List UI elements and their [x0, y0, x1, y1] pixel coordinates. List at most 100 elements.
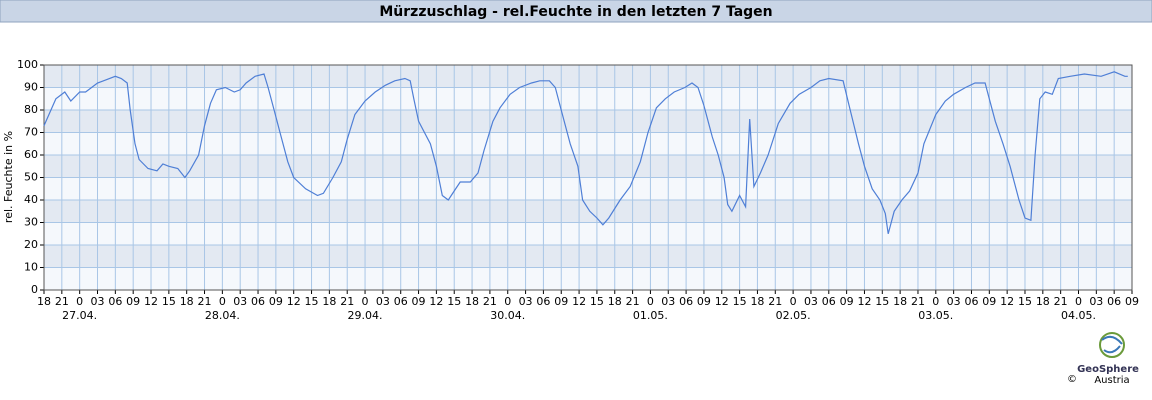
x-tick-label: 09	[269, 295, 283, 308]
y-tick-label: 60	[24, 148, 38, 161]
band	[44, 267, 1132, 290]
band	[44, 87, 1132, 110]
x-tick-label: 0	[76, 295, 83, 308]
data-line	[43, 71, 1128, 234]
band	[44, 155, 1132, 178]
band	[44, 222, 1132, 245]
x-tick-label: 18	[1036, 295, 1050, 308]
x-tick-label: 21	[340, 295, 354, 308]
logo-icon	[1101, 335, 1123, 354]
x-tick-label: 21	[626, 295, 640, 308]
x-tick-label: 15	[447, 295, 461, 308]
x-tick-label: 12	[572, 295, 586, 308]
x-tick-label: 18	[750, 295, 764, 308]
date-label: 27.04.	[62, 309, 97, 322]
x-tick-label: 03	[947, 295, 961, 308]
date-label: 02.05.	[776, 309, 811, 322]
x-tick-label: 18	[37, 295, 51, 308]
logo-icon	[1099, 332, 1125, 358]
x-tick-label: 15	[733, 295, 747, 308]
chart-title: Mürzzuschlag - rel.Feuchte in den letzte…	[379, 4, 772, 20]
x-tick-label: 15	[305, 295, 319, 308]
x-tick-label: 0	[790, 295, 797, 308]
logo: GeoSphere Austria ©	[1067, 332, 1139, 386]
y-tick-label: 10	[24, 261, 38, 274]
x-tick-label: 09	[554, 295, 568, 308]
y-tick-label: 30	[24, 216, 38, 229]
x-tick-label: 18	[180, 295, 194, 308]
x-tick-label: 21	[1054, 295, 1068, 308]
x-tick-label: 12	[715, 295, 729, 308]
x-tick-label: 06	[108, 295, 122, 308]
x-tick-label: 21	[911, 295, 925, 308]
x-tick-label: 06	[1107, 295, 1121, 308]
band	[44, 200, 1132, 223]
band	[44, 110, 1132, 133]
x-tick-label: 0	[1075, 295, 1082, 308]
band	[44, 177, 1132, 200]
y-tick-label: 0	[31, 283, 38, 296]
x-tick-label: 15	[1018, 295, 1032, 308]
band	[44, 65, 1132, 88]
y-tick-label: 90	[24, 81, 38, 94]
band	[44, 132, 1132, 155]
x-tick-label: 09	[697, 295, 711, 308]
date-label: 29.04.	[348, 309, 383, 322]
x-tick-label: 0	[362, 295, 369, 308]
x-tick-label: 06	[394, 295, 408, 308]
x-tick-label: 0	[932, 295, 939, 308]
plot-frame	[43, 64, 1133, 291]
x-tick-label: 18	[893, 295, 907, 308]
date-label: 30.04.	[490, 309, 525, 322]
band	[44, 245, 1132, 268]
x-tick-label: 03	[804, 295, 818, 308]
logo-sub: Austria	[1094, 375, 1129, 386]
date-label: 04.05.	[1061, 309, 1096, 322]
x-tick-label: 03	[233, 295, 247, 308]
title-bar	[0, 0, 1152, 23]
x-tick-label: 06	[679, 295, 693, 308]
y-tick-label: 80	[24, 103, 38, 116]
x-tick-label: 12	[429, 295, 443, 308]
x-tick-label: 09	[412, 295, 426, 308]
date-label: 01.05.	[633, 309, 668, 322]
x-tick-label: 12	[144, 295, 158, 308]
x-tick-label: 18	[608, 295, 622, 308]
x-tick-label: 06	[536, 295, 550, 308]
x-tick-label: 15	[162, 295, 176, 308]
x-tick-label: 03	[1089, 295, 1103, 308]
y-tick-label: 20	[24, 238, 38, 251]
x-tick-label: 21	[198, 295, 212, 308]
y-tick-label: 70	[24, 126, 38, 139]
date-label: 28.04.	[205, 309, 240, 322]
x-tick-label: 0	[647, 295, 654, 308]
x-tick-label: 03	[91, 295, 105, 308]
x-tick-label: 21	[768, 295, 782, 308]
x-tick-label: 03	[661, 295, 675, 308]
x-tick-label: 18	[465, 295, 479, 308]
x-tick-label: 09	[126, 295, 140, 308]
copyright: ©	[1067, 374, 1077, 385]
y-tick-label: 100	[17, 58, 38, 71]
x-tick-label: 21	[55, 295, 69, 308]
x-tick-label: 06	[822, 295, 836, 308]
x-tick-label: 15	[875, 295, 889, 308]
x-tick-label: 06	[964, 295, 978, 308]
date-label: 03.05.	[918, 309, 953, 322]
x-tick-label: 18	[322, 295, 336, 308]
logo-name: GeoSphere	[1077, 364, 1139, 375]
x-tick-label: 0	[504, 295, 511, 308]
x-tick-label: 12	[287, 295, 301, 308]
y-axis-label: rel. Feuchte in %	[2, 131, 15, 223]
x-tick-label: 12	[1000, 295, 1014, 308]
y-tick-label: 50	[24, 171, 38, 184]
x-tick-label: 09	[840, 295, 854, 308]
y-tick-label: 40	[24, 193, 38, 206]
x-tick-label: 03	[519, 295, 533, 308]
x-tick-label: 09	[1125, 295, 1139, 308]
x-tick-label: 0	[219, 295, 226, 308]
x-tick-label: 15	[590, 295, 604, 308]
x-tick-label: 06	[251, 295, 265, 308]
x-tick-label: 21	[483, 295, 497, 308]
